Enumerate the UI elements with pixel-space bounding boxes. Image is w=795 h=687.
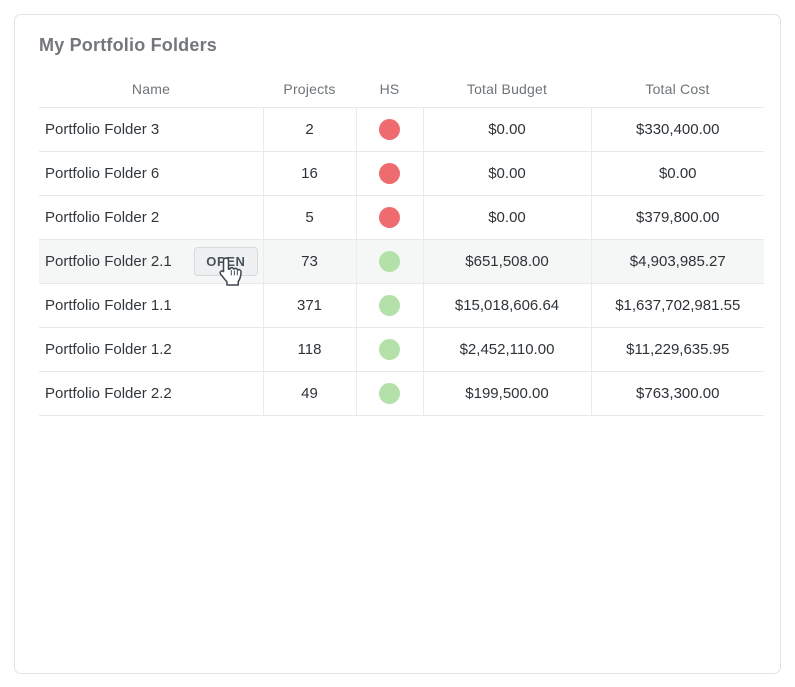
projects-count: 371 [262, 283, 356, 328]
table-row[interactable]: Portfolio Folder 3 2 $0.00 $330,400.00 [39, 107, 764, 152]
projects-count: 73 [262, 239, 356, 284]
folder-name: Portfolio Folder 1.2 [39, 327, 263, 372]
table-row[interactable]: Portfolio Folder 2 5 $0.00 $379,800.00 [39, 195, 764, 240]
folder-name: Portfolio Folder 2.1 [45, 252, 172, 270]
health-status-dot [379, 206, 400, 228]
table-row[interactable]: Portfolio Folder 2.2 49 $199,500.00 $763… [39, 371, 764, 416]
folder-name: Portfolio Folder 2 [39, 195, 263, 240]
total-budget-value: $15,018,606.64 [422, 283, 591, 328]
total-cost-value: $0.00 [590, 151, 764, 196]
projects-count: 16 [262, 151, 356, 196]
total-budget-value: $651,508.00 [422, 239, 591, 284]
portfolio-folders-card: My Portfolio Folders Name Projects HS To… [14, 14, 781, 674]
column-header-hs: HS [356, 71, 423, 108]
total-cost-value: $11,229,635.95 [590, 327, 764, 372]
total-budget-value: $2,452,110.00 [422, 327, 591, 372]
table-row[interactable]: Portfolio Folder 6 16 $0.00 $0.00 [39, 151, 764, 196]
total-budget-value: $0.00 [422, 151, 591, 196]
folder-name: Portfolio Folder 2.2 [39, 371, 263, 416]
projects-count: 5 [262, 195, 356, 240]
health-status-dot [379, 294, 400, 316]
health-status-dot [379, 162, 400, 184]
projects-count: 118 [262, 327, 356, 372]
folder-name: Portfolio Folder 3 [39, 107, 263, 152]
total-cost-value: $379,800.00 [590, 195, 764, 240]
total-cost-value: $4,903,985.27 [590, 239, 764, 284]
table-row[interactable]: Portfolio Folder 1.2 118 $2,452,110.00 $… [39, 327, 764, 372]
total-budget-value: $0.00 [422, 195, 591, 240]
health-status-dot [379, 382, 400, 404]
page-title: My Portfolio Folders [39, 35, 218, 55]
table-header-row: Name Projects HS Total Budget Total Cost [39, 71, 764, 108]
projects-count: 2 [262, 107, 356, 152]
total-budget-value: $0.00 [422, 107, 591, 152]
total-budget-value: $199,500.00 [422, 371, 591, 416]
column-header-total-cost: Total Cost [591, 71, 764, 108]
health-status-dot [379, 250, 400, 272]
column-header-total-budget: Total Budget [423, 71, 591, 108]
table-row[interactable]: Portfolio Folder 1.1 371 $15,018,606.64 … [39, 283, 764, 328]
health-status-dot [379, 338, 400, 360]
total-cost-value: $763,300.00 [590, 371, 764, 416]
health-status-dot [379, 118, 400, 140]
folder-name: Portfolio Folder 6 [39, 151, 263, 196]
total-cost-value: $330,400.00 [590, 107, 764, 152]
projects-count: 49 [262, 371, 356, 416]
table-row-hovered[interactable]: Portfolio Folder 2.1 OPEN 73 $651,508.00… [39, 239, 764, 284]
folder-name: Portfolio Folder 1.1 [39, 283, 263, 328]
total-cost-value: $1,637,702,981.55 [590, 283, 764, 328]
open-button[interactable]: OPEN [194, 246, 258, 276]
column-header-name: Name [39, 71, 263, 108]
portfolio-folders-table: Name Projects HS Total Budget Total Cost… [39, 71, 764, 416]
column-header-projects: Projects [263, 71, 356, 108]
